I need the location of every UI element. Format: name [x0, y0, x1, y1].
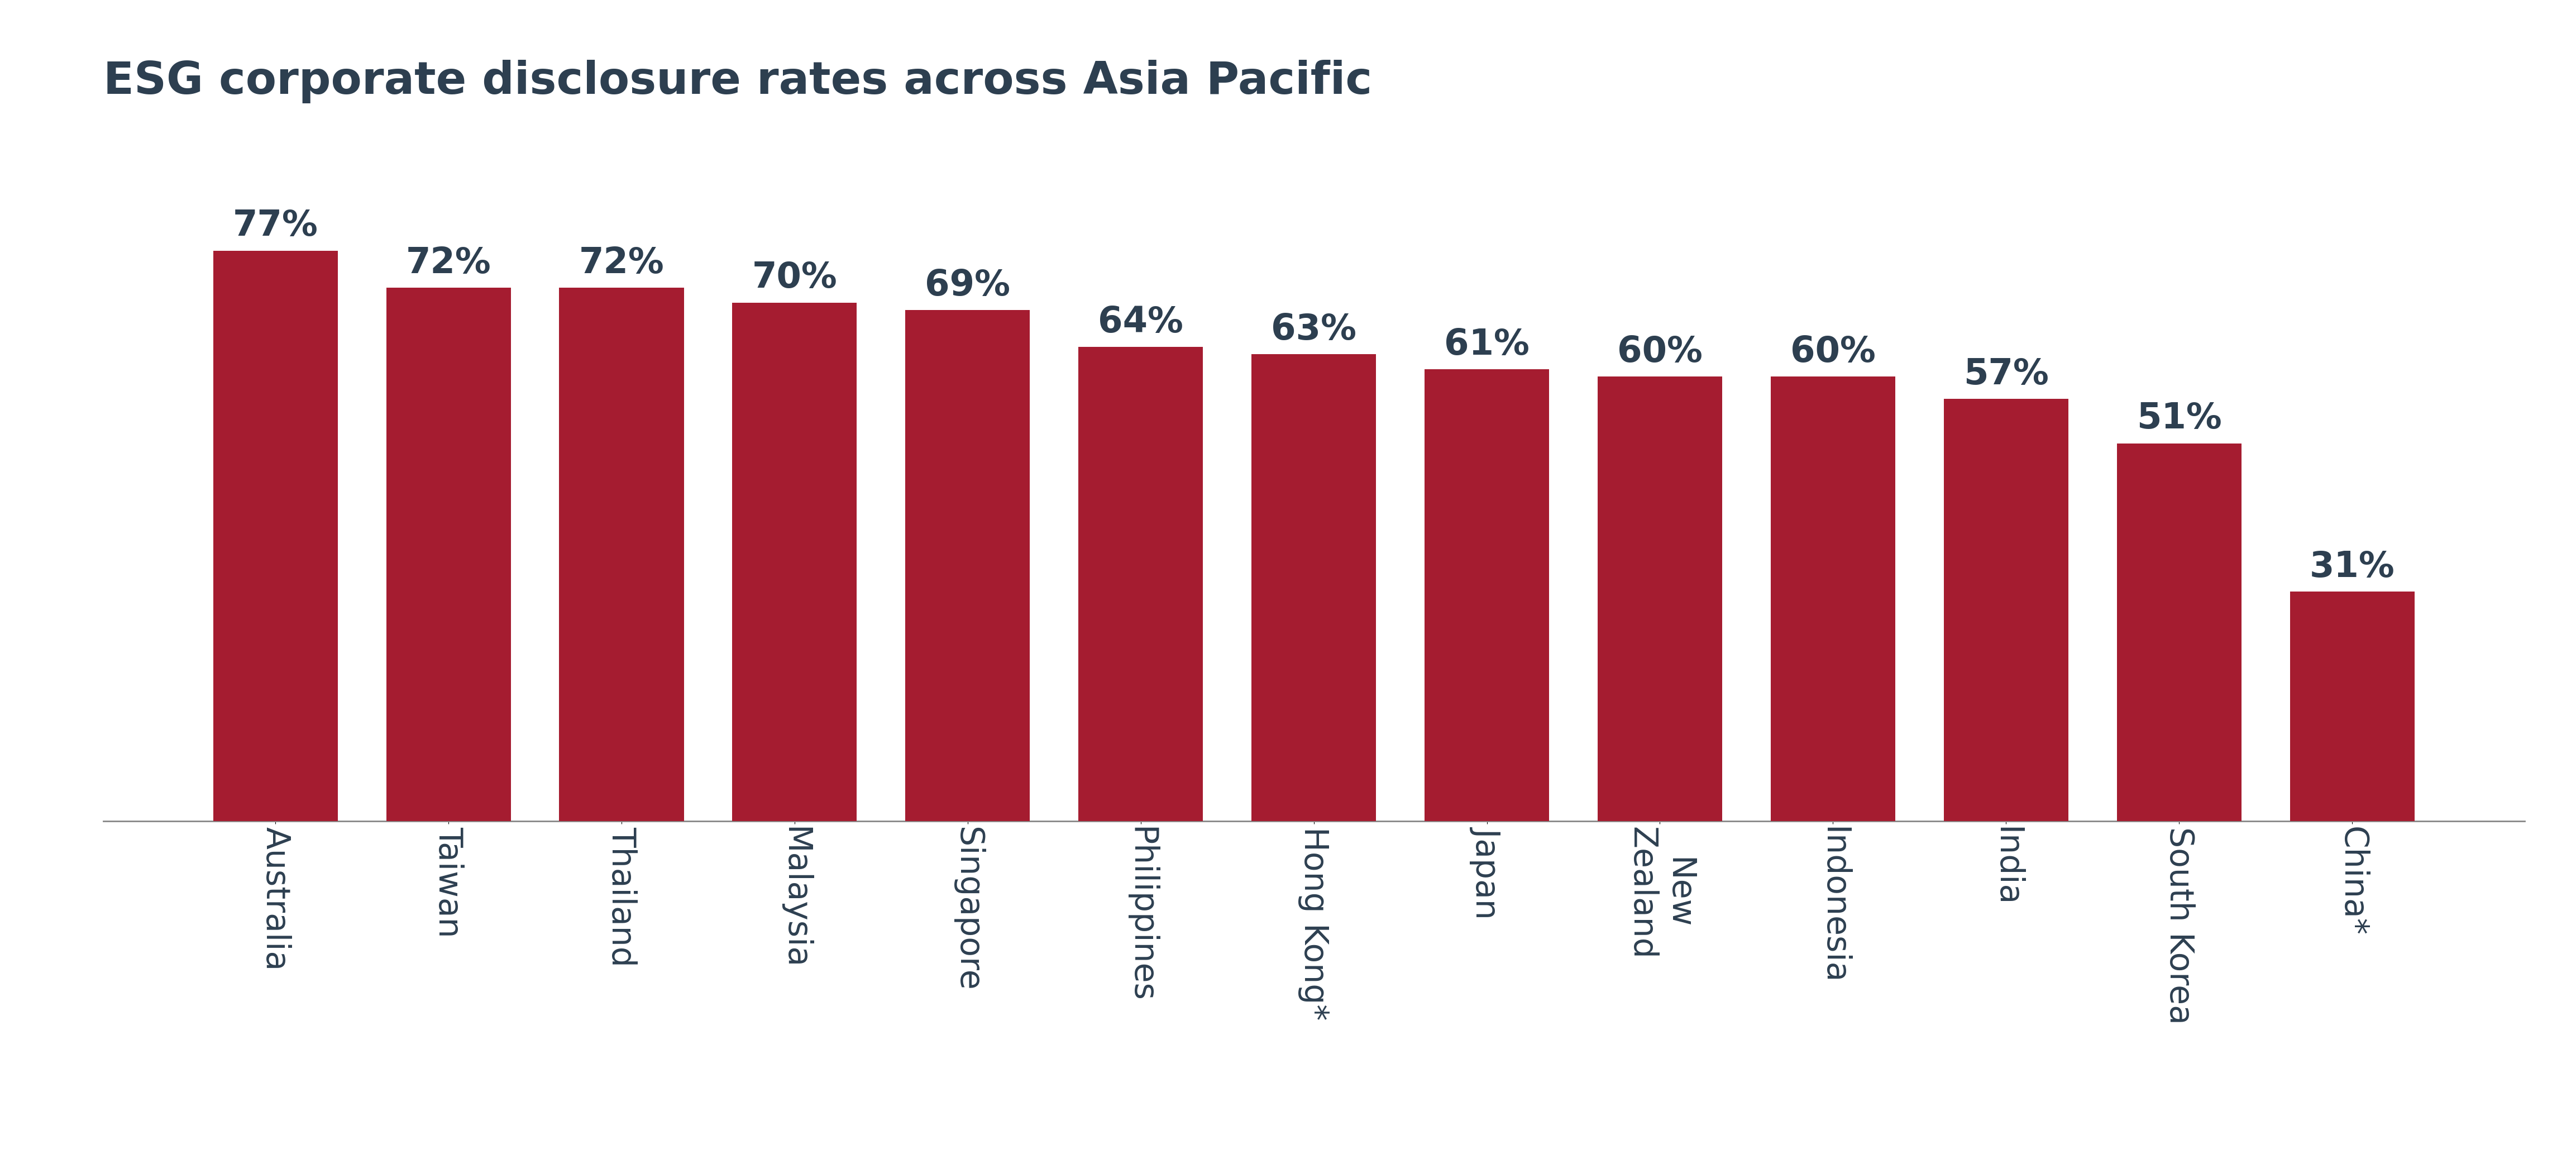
Bar	[559, 287, 683, 821]
Text: 31%: 31%	[2311, 549, 2396, 584]
Bar	[386, 287, 510, 821]
Bar	[732, 303, 858, 821]
Text: 61%: 61%	[1445, 327, 1530, 361]
Text: 60%: 60%	[1618, 334, 1703, 369]
Bar	[1252, 354, 1376, 821]
Text: 72%: 72%	[580, 245, 665, 280]
Text: 70%: 70%	[752, 260, 837, 296]
Text: 64%: 64%	[1097, 305, 1182, 339]
Text: 69%: 69%	[925, 267, 1010, 303]
Bar	[2290, 591, 2414, 821]
Text: 63%: 63%	[1270, 312, 1358, 347]
Text: ESG corporate disclosure rates across Asia Pacific: ESG corporate disclosure rates across As…	[103, 60, 1373, 103]
Bar	[1597, 377, 1723, 821]
Text: 60%: 60%	[1790, 334, 1875, 369]
Text: 57%: 57%	[1963, 357, 2048, 392]
Text: 77%: 77%	[232, 209, 317, 243]
Bar	[1425, 369, 1548, 821]
Bar	[1770, 377, 1896, 821]
Bar	[1945, 399, 2069, 821]
Bar	[214, 251, 337, 821]
Text: 51%: 51%	[2136, 401, 2221, 436]
Bar	[2117, 443, 2241, 821]
Bar	[904, 310, 1030, 821]
Bar	[1079, 347, 1203, 821]
Text: 72%: 72%	[407, 245, 492, 280]
